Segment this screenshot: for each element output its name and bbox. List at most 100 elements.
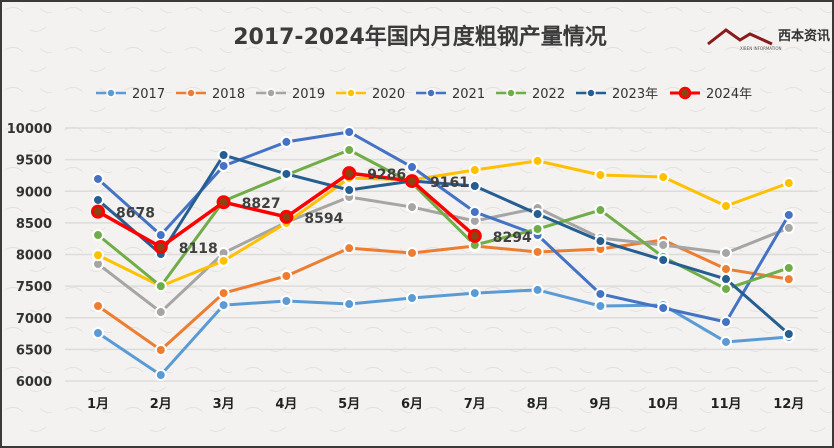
series-2021 xyxy=(92,125,795,328)
legend-label: 2017 xyxy=(132,87,165,102)
data-point xyxy=(720,335,732,348)
data-label: 8118 xyxy=(179,241,218,257)
y-tick-label: 10000 xyxy=(7,122,52,137)
data-point xyxy=(154,280,167,293)
data-label: 8294 xyxy=(493,230,532,246)
data-point xyxy=(280,167,293,180)
series-line xyxy=(97,130,791,324)
y-tick-label: 6000 xyxy=(16,375,52,390)
legend-marker xyxy=(346,88,356,98)
data-point xyxy=(92,172,104,185)
x-tick-label: 5月 xyxy=(338,397,360,412)
legend-item: 2022 xyxy=(496,87,565,102)
legend-item: 2019 xyxy=(256,87,325,102)
data-point xyxy=(91,204,105,219)
data-point xyxy=(154,344,167,357)
x-tick-label: 1月 xyxy=(87,397,109,412)
data-point xyxy=(343,144,356,157)
x-tick-label: 6月 xyxy=(401,397,423,412)
data-point xyxy=(594,235,607,248)
legend-marker xyxy=(186,88,196,98)
data-point xyxy=(343,183,356,196)
data-label: 8594 xyxy=(304,211,343,227)
data-point xyxy=(468,205,481,218)
data-point xyxy=(342,166,357,181)
data-label: 8827 xyxy=(242,196,281,212)
data-point xyxy=(657,171,670,184)
y-tick-label: 7000 xyxy=(16,312,52,327)
series-line xyxy=(97,159,790,288)
data-point xyxy=(467,228,482,243)
data-point xyxy=(154,368,167,381)
data-point xyxy=(531,223,544,236)
logo-text: 西本资讯 xyxy=(778,28,830,44)
data-point xyxy=(92,326,104,339)
legend-marker xyxy=(678,86,692,100)
x-tick-label: 4月 xyxy=(275,397,297,412)
y-tick-label: 7500 xyxy=(16,280,52,295)
x-tick-label: 8月 xyxy=(527,397,549,412)
data-point xyxy=(343,125,356,138)
data-point xyxy=(406,161,418,174)
data-point xyxy=(782,273,795,286)
legend-item: 2023年 xyxy=(576,87,658,102)
legend-marker xyxy=(426,88,436,98)
data-point xyxy=(468,163,481,176)
data-point xyxy=(720,273,732,286)
logo-subtext: XIBEN INFORMATION xyxy=(740,46,782,51)
data-point xyxy=(720,246,732,259)
y-tick-label: 6500 xyxy=(16,343,52,358)
legend-marker xyxy=(586,88,596,98)
y-tick-label: 8000 xyxy=(16,249,52,264)
logo: 西本资讯 XIBEN INFORMATION xyxy=(707,28,830,51)
data-point xyxy=(531,154,544,167)
legend-marker xyxy=(506,88,516,98)
data-point xyxy=(782,221,795,234)
legend-item: 2018 xyxy=(176,87,245,102)
data-point xyxy=(720,263,732,276)
data-point xyxy=(280,294,293,307)
y-tick-label: 9500 xyxy=(16,154,52,169)
y-tick-label: 8500 xyxy=(16,217,52,232)
data-point xyxy=(657,302,670,315)
data-point xyxy=(280,135,293,148)
data-point xyxy=(594,204,607,217)
data-point xyxy=(594,168,607,181)
data-point xyxy=(406,246,418,259)
data-point xyxy=(217,254,230,267)
data-point xyxy=(657,254,670,267)
data-point xyxy=(468,287,481,300)
data-point xyxy=(217,287,230,300)
legend-label: 2021 xyxy=(452,87,485,102)
data-point xyxy=(154,306,167,319)
x-tick-label: 2月 xyxy=(150,397,172,412)
series-2024年 xyxy=(91,166,482,255)
data-point xyxy=(92,299,104,312)
legend-label: 2024年 xyxy=(706,87,752,102)
legend-item: 2020 xyxy=(336,87,405,102)
data-point xyxy=(531,208,544,221)
legend-item: 2017 xyxy=(96,87,165,102)
data-point xyxy=(720,199,732,212)
legend-label: 2019 xyxy=(292,87,325,102)
data-point xyxy=(405,174,419,189)
data-point xyxy=(217,149,230,162)
x-tick-label: 7月 xyxy=(464,397,486,412)
x-tick-label: 3月 xyxy=(213,397,235,412)
data-point xyxy=(279,209,294,224)
x-tick-label: 12月 xyxy=(773,397,804,412)
data-label: 9161 xyxy=(430,175,469,191)
x-tick-label: 11月 xyxy=(710,397,741,412)
legend-item: 2024年 xyxy=(670,86,752,102)
data-point xyxy=(594,299,607,312)
series-2023年 xyxy=(92,149,795,341)
data-point xyxy=(531,283,544,296)
data-point xyxy=(343,242,356,255)
data-point xyxy=(782,208,795,221)
legend-label: 2018 xyxy=(212,87,245,102)
legend-marker xyxy=(266,88,276,98)
data-point xyxy=(468,180,481,193)
